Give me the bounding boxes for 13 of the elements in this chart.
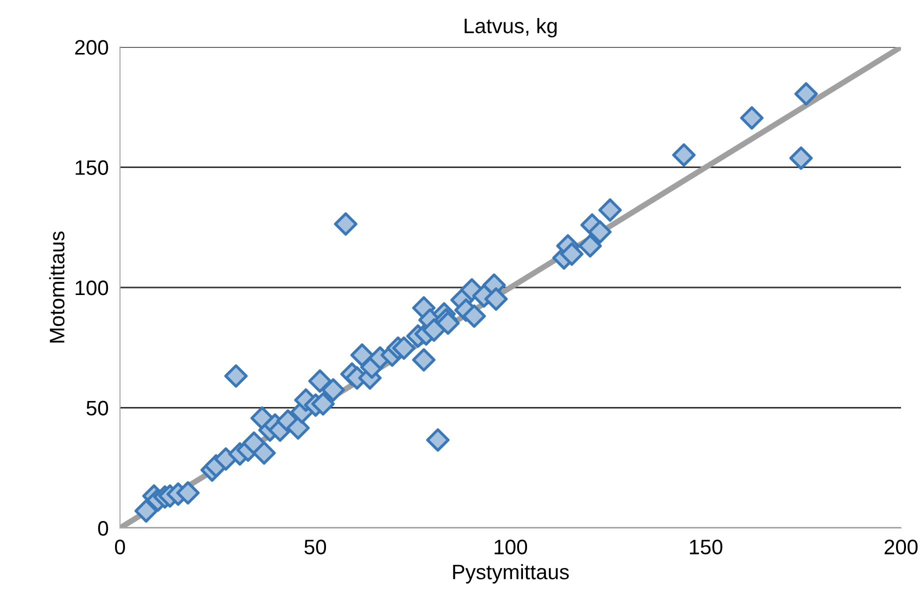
x-axis-title: Pystymittaus bbox=[453, 564, 569, 584]
x-tick-label: 150 bbox=[690, 540, 722, 554]
y-axis-title: Motomittaus bbox=[49, 232, 64, 343]
y-tick-label: 150 bbox=[76, 160, 108, 176]
chart-title: Latvus, kg bbox=[464, 18, 557, 38]
x-tick-label: 200 bbox=[884, 540, 918, 554]
x-tick-label: 50 bbox=[304, 540, 326, 554]
y-tick-label: 100 bbox=[76, 280, 108, 296]
y-tick-label: 50 bbox=[86, 400, 108, 416]
x-tick-label: 0 bbox=[115, 540, 125, 554]
y-tick-label: 200 bbox=[75, 40, 108, 55]
x-tick-label: 100 bbox=[494, 540, 528, 554]
y-tick-label: 0 bbox=[98, 521, 108, 536]
